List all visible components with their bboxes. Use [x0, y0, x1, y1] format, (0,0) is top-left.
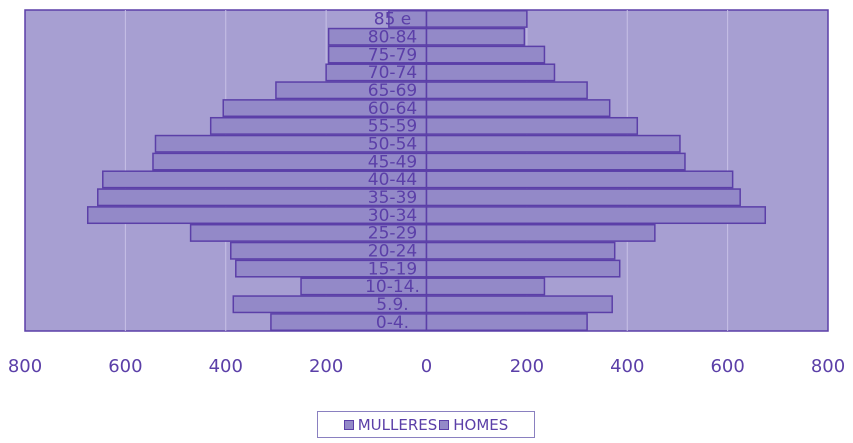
age-group-label: 20-24 — [368, 241, 417, 261]
bar-homes — [425, 81, 588, 100]
legend-swatch-homes — [439, 419, 450, 430]
legend-item-homes: HOMES — [439, 416, 508, 434]
x-tick-label: 600 — [710, 356, 744, 377]
age-group-label: 50-54 — [368, 134, 417, 154]
x-tick-label: 800 — [811, 356, 845, 377]
legend-label-mulleres: MULLERES — [357, 415, 438, 434]
bar-homes — [425, 295, 613, 314]
age-group-label: 80-84 — [368, 27, 417, 47]
bar-homes — [425, 27, 526, 46]
age-group-label: 55-59 — [368, 117, 417, 137]
age-group-label: 45-49 — [368, 152, 417, 172]
bar-homes — [425, 170, 734, 189]
age-group-label: 15-19 — [368, 259, 417, 279]
bar-homes — [425, 188, 741, 207]
bar-homes — [425, 206, 767, 225]
age-group-label: 5.9. — [376, 295, 408, 315]
x-tick-label: 400 — [610, 356, 644, 377]
bar-homes — [425, 313, 588, 332]
bar-homes — [425, 223, 656, 242]
age-group-label: 75-79 — [368, 45, 417, 65]
bar-homes — [425, 45, 546, 64]
x-tick-label: 200 — [309, 356, 343, 377]
mulleres-bars — [86, 9, 428, 332]
legend-item-mulleres: MULLERES — [343, 415, 438, 434]
age-group-label: 40-44 — [368, 170, 417, 190]
bar-homes — [425, 259, 621, 278]
age-group-labels: 85 e80-8475-7970-7465-6960-6455-5950-544… — [365, 10, 420, 333]
age-group-label: 85 e — [374, 10, 412, 30]
x-tick-label: 0 — [421, 356, 432, 377]
age-group-label: 35-39 — [368, 188, 417, 208]
age-group-label: 70-74 — [368, 63, 417, 83]
x-axis-tick-labels: 800 600 400 200 0 200 400 600 800 — [8, 356, 845, 377]
bar-homes — [425, 63, 556, 82]
x-tick-label: 600 — [108, 356, 142, 377]
age-group-label: 30-34 — [368, 206, 417, 226]
legend-swatch-mulleres — [343, 419, 354, 430]
bar-homes — [425, 116, 639, 135]
bar-homes — [425, 277, 546, 296]
bar-homes — [425, 152, 686, 171]
homes-bars — [425, 9, 767, 332]
age-group-label: 25-29 — [368, 224, 417, 244]
age-group-label: 60-64 — [368, 99, 417, 119]
x-tick-label: 200 — [510, 356, 544, 377]
age-group-label: 65-69 — [368, 81, 417, 101]
legend: MULLERES HOMES — [317, 411, 535, 438]
bar-homes — [425, 9, 528, 28]
bar-homes — [425, 99, 611, 118]
age-group-label: 0-4. — [376, 313, 409, 333]
x-tick-label: 800 — [8, 356, 42, 377]
bar-homes — [425, 241, 616, 260]
age-group-label: 10-14. — [365, 277, 420, 297]
legend-label-homes: HOMES — [453, 415, 509, 434]
bar-homes — [425, 134, 681, 153]
x-tick-label: 400 — [209, 356, 243, 377]
